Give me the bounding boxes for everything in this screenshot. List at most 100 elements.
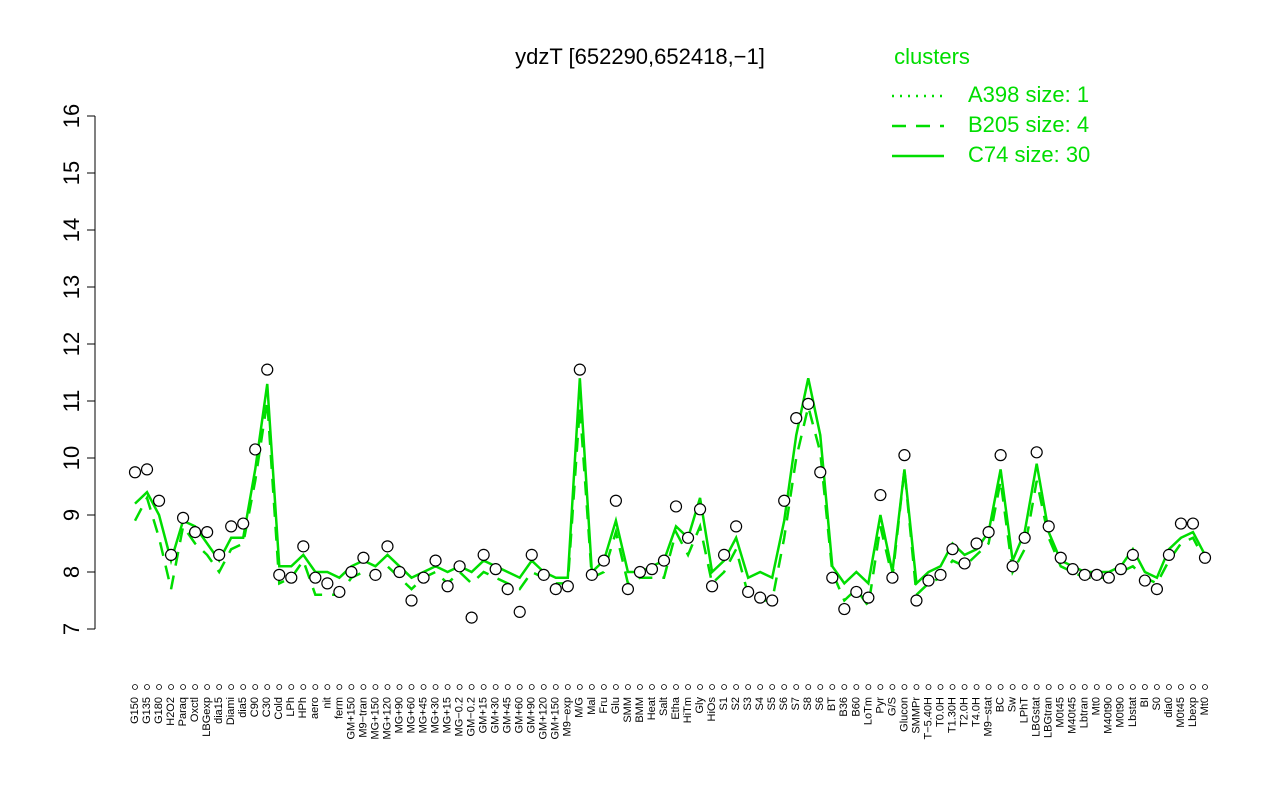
data-point bbox=[730, 520, 743, 533]
x-tick-label: GM+30 bbox=[490, 697, 502, 733]
category-marker bbox=[312, 684, 319, 690]
data-point bbox=[417, 571, 430, 584]
x-tick-label: S1 bbox=[718, 697, 730, 710]
data-point bbox=[1066, 563, 1079, 576]
data-point bbox=[946, 543, 959, 556]
data-point bbox=[501, 582, 514, 596]
x-tick-label: M9−tran bbox=[357, 697, 369, 738]
x-tick-label: Diami bbox=[225, 697, 237, 725]
category-marker bbox=[781, 684, 788, 690]
x-tick-label: LBGtran bbox=[1043, 697, 1055, 738]
x-tick-label: G150 bbox=[129, 697, 141, 724]
x-tick-label: GM+150 bbox=[345, 697, 357, 740]
data-point bbox=[1042, 520, 1055, 533]
data-point bbox=[128, 466, 142, 479]
y-tick-label: 15 bbox=[59, 161, 84, 185]
data-point bbox=[790, 412, 803, 425]
category-marker bbox=[432, 684, 439, 690]
category-marker bbox=[1081, 684, 1088, 690]
x-tick-label: T0.0H bbox=[934, 697, 946, 727]
category-marker bbox=[1129, 684, 1136, 690]
category-marker bbox=[961, 684, 968, 690]
data-point bbox=[621, 582, 635, 596]
data-point bbox=[1126, 548, 1139, 562]
x-tick-label: M40t90 bbox=[1103, 697, 1115, 734]
category-marker bbox=[192, 684, 199, 690]
category-marker bbox=[865, 684, 872, 690]
y-tick-label: 10 bbox=[59, 446, 84, 470]
data-point bbox=[441, 580, 454, 593]
category-marker bbox=[649, 684, 655, 690]
category-marker bbox=[853, 684, 860, 690]
data-point bbox=[609, 494, 622, 507]
x-tick-label: S8 bbox=[802, 697, 814, 710]
x-tick-label: M/G bbox=[574, 697, 586, 718]
x-tick-label: GM+15 bbox=[478, 697, 490, 733]
data-point bbox=[1030, 446, 1043, 459]
data-point bbox=[429, 554, 442, 567]
x-tick-label: SMM bbox=[622, 697, 634, 723]
x-tick-label: H2O2 bbox=[165, 697, 177, 726]
category-marker bbox=[1202, 684, 1208, 690]
category-marker bbox=[841, 684, 848, 690]
category-marker bbox=[288, 684, 295, 690]
data-point bbox=[140, 463, 154, 476]
category-marker bbox=[492, 684, 499, 690]
category-marker bbox=[480, 684, 487, 690]
data-point bbox=[201, 525, 214, 539]
data-point bbox=[561, 580, 574, 593]
x-tick-label: B60 bbox=[850, 697, 862, 717]
x-tick-label: BT bbox=[826, 697, 838, 711]
y-tick-label: 13 bbox=[59, 275, 84, 299]
category-marker bbox=[384, 684, 391, 690]
x-tick-label: MG+60 bbox=[405, 697, 417, 733]
category-marker bbox=[336, 684, 343, 690]
data-point bbox=[489, 563, 502, 576]
category-marker bbox=[937, 684, 944, 690]
data-point bbox=[537, 568, 550, 581]
data-point bbox=[705, 580, 719, 593]
x-tick-label: aero bbox=[309, 697, 321, 719]
data-point bbox=[261, 363, 274, 376]
category-marker bbox=[1093, 684, 1100, 690]
category-marker bbox=[757, 684, 764, 690]
category-marker bbox=[829, 684, 836, 690]
x-tick-label: BC bbox=[995, 697, 1007, 712]
category-marker bbox=[576, 684, 583, 690]
x-tick-label: T1.30H bbox=[946, 697, 958, 733]
category-marker bbox=[132, 684, 138, 690]
data-point bbox=[1102, 571, 1115, 584]
x-tick-label: Paraq bbox=[177, 697, 189, 726]
y-tick-label: 7 bbox=[59, 623, 84, 635]
category-marker bbox=[372, 684, 379, 690]
data-point bbox=[333, 585, 346, 599]
x-tick-label: HiTm bbox=[682, 697, 694, 723]
data-point bbox=[465, 611, 478, 624]
data-point bbox=[225, 520, 238, 533]
x-tick-label: S2 bbox=[730, 697, 742, 710]
data-point bbox=[982, 525, 995, 539]
x-tick-label: HiOs bbox=[706, 697, 718, 722]
data-point bbox=[585, 568, 598, 581]
x-tick-label: dia0 bbox=[1163, 697, 1175, 718]
data-point bbox=[802, 397, 815, 410]
x-tick-label: S3 bbox=[742, 697, 754, 710]
x-tick-label: Lbstat bbox=[1127, 697, 1139, 727]
data-point bbox=[525, 548, 538, 562]
legend-label: C74 size: 30 bbox=[968, 142, 1090, 167]
x-tick-label: S5 bbox=[766, 697, 778, 710]
x-tick-label: dia5 bbox=[237, 697, 249, 718]
data-point bbox=[958, 557, 971, 570]
category-marker bbox=[733, 684, 740, 690]
category-marker bbox=[1057, 684, 1064, 690]
data-point bbox=[657, 554, 671, 567]
category-marker bbox=[913, 684, 920, 690]
x-tick-label: T4.0H bbox=[970, 697, 982, 727]
category-marker bbox=[661, 684, 667, 690]
category-marker bbox=[408, 684, 415, 690]
data-point bbox=[152, 494, 166, 507]
data-point bbox=[633, 565, 647, 579]
data-point bbox=[597, 554, 610, 567]
x-tick-label: S6 bbox=[814, 697, 826, 710]
data-point bbox=[309, 571, 322, 584]
